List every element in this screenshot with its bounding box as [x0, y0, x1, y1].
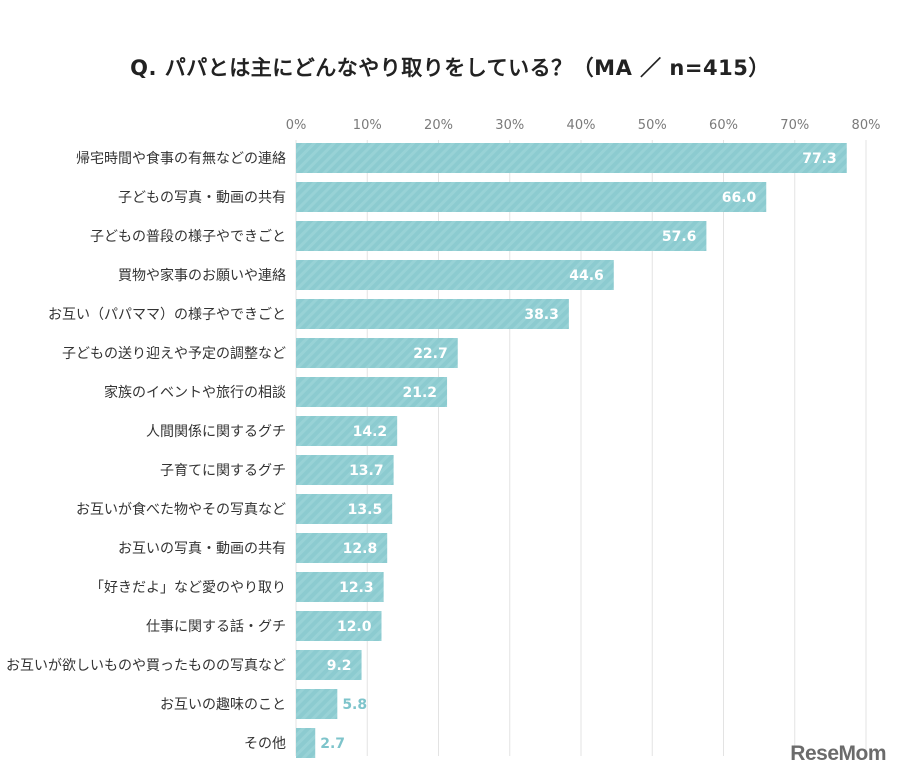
x-tick-label: 0%	[286, 118, 307, 133]
data-label: 66.0	[722, 190, 757, 206]
category-label: 子どもの写真・動画の共有	[118, 190, 286, 206]
category-label: 子どもの普段の様子やできごと	[90, 229, 286, 245]
x-tick-label: 50%	[638, 118, 667, 133]
data-label: 5.8	[342, 697, 367, 713]
category-label: 子どもの送り迎えや予定の調整など	[62, 346, 286, 362]
category-label: お互いの写真・動画の共有	[118, 541, 286, 557]
bar	[296, 650, 362, 680]
category-label: その他	[244, 736, 286, 752]
data-label: 12.0	[337, 619, 372, 635]
category-label: 買物や家事のお願いや連絡	[118, 267, 286, 284]
data-label: 12.8	[343, 541, 378, 557]
data-label: 57.6	[662, 229, 697, 245]
x-tick-label: 60%	[709, 118, 738, 133]
x-tick-label: 30%	[495, 118, 524, 133]
data-label: 21.2	[403, 385, 438, 401]
category-label: お互いが食べた物やその写真など	[76, 501, 286, 518]
category-label: お互いが欲しいものや買ったものの写真など	[6, 658, 286, 674]
category-label: 人間関係に関するグチ	[146, 424, 286, 440]
category-label: 家族のイベントや旅行の相談	[104, 384, 286, 401]
x-tick-label: 20%	[424, 118, 453, 133]
category-label: お互い（パパママ）の様子やできごと	[48, 307, 286, 323]
bar	[296, 260, 614, 290]
bar	[296, 143, 847, 173]
x-tick-label: 80%	[852, 118, 881, 133]
bar	[296, 455, 394, 485]
category-label: 「好きだよ」など愛のやり取り	[90, 580, 286, 596]
data-label: 12.3	[339, 580, 374, 596]
data-label: 44.6	[569, 268, 604, 284]
category-label: 帰宅時間や食事の有無などの連絡	[76, 150, 286, 167]
bar	[296, 611, 382, 641]
data-label: 13.7	[349, 463, 384, 479]
data-label: 13.5	[348, 502, 383, 518]
data-label: 2.7	[320, 736, 345, 752]
category-label: お互いの趣味のこと	[160, 697, 286, 713]
bar	[296, 689, 338, 719]
x-tick-label: 10%	[353, 118, 382, 133]
data-label: 77.3	[802, 151, 837, 167]
x-tick-label: 40%	[567, 118, 596, 133]
bar	[296, 728, 316, 758]
bar	[296, 377, 448, 407]
bar	[296, 572, 384, 602]
category-label: 子育てに関するグチ	[160, 463, 286, 479]
data-label: 9.2	[327, 658, 352, 674]
x-tick-label: 70%	[780, 118, 809, 133]
bar	[296, 221, 707, 251]
bar	[296, 182, 767, 212]
bar	[296, 299, 569, 329]
data-label: 22.7	[413, 346, 448, 362]
chart-title: Q. パパとは主にどんなやり取りをしている？（MA ／ n=415）	[130, 56, 770, 80]
data-label: 14.2	[353, 424, 388, 440]
bar	[296, 338, 458, 368]
resemom-logo: ReseMom	[790, 742, 886, 765]
bar	[296, 416, 398, 446]
data-label: 38.3	[524, 307, 559, 323]
bar	[296, 533, 388, 563]
bar	[296, 494, 393, 524]
category-label: 仕事に関する話・グチ	[146, 618, 286, 635]
